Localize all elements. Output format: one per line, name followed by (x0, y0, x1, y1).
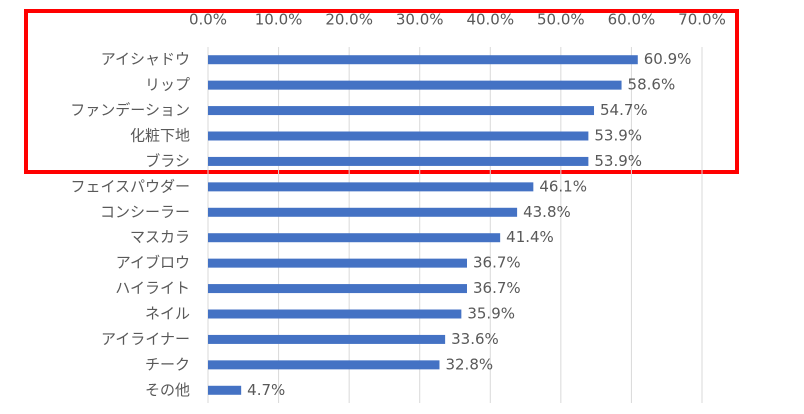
bar (208, 385, 242, 395)
data-label: 58.6% (628, 76, 676, 94)
x-tick-label: 10.0% (255, 11, 303, 29)
y-tick-label: チーク (145, 355, 190, 373)
data-label: 32.8% (445, 355, 493, 373)
y-tick-label: 化粧下地 (130, 127, 190, 145)
y-tick-label: フェイスパウダー (70, 177, 190, 195)
data-label: 46.1% (539, 177, 587, 195)
bar (208, 284, 467, 294)
y-tick-label: リップ (145, 76, 190, 94)
y-tick-label: アイライナー (101, 330, 190, 348)
bar (208, 131, 589, 141)
x-tick-label: 70.0% (678, 11, 726, 29)
data-label: 4.7% (247, 381, 285, 399)
bar (208, 258, 467, 268)
y-tick-label: コンシーラー (100, 203, 190, 221)
x-tick-label: 20.0% (325, 11, 373, 29)
highlight-box (24, 9, 739, 174)
data-label: 36.7% (473, 254, 521, 272)
bar (208, 156, 589, 166)
data-label: 53.9% (594, 152, 642, 170)
y-tick-label: ネイル (145, 305, 190, 323)
data-label: 54.7% (600, 101, 648, 119)
data-label: 33.6% (451, 330, 499, 348)
y-tick-label: アイシャドウ (101, 50, 190, 68)
x-tick-label: 30.0% (396, 11, 444, 29)
data-label: 36.7% (473, 279, 521, 297)
bar (208, 334, 446, 344)
y-tick-label: マスカラ (130, 228, 190, 246)
x-tick-label: 40.0% (466, 11, 514, 29)
data-label: 53.9% (594, 127, 642, 145)
data-label: 60.9% (644, 50, 692, 68)
data-label: 43.8% (523, 203, 571, 221)
y-tick-label: ブラシ (145, 152, 190, 170)
bar (208, 182, 534, 192)
bar (208, 207, 518, 217)
data-label: 41.4% (506, 228, 554, 246)
y-tick-label: ファンデーション (70, 101, 190, 119)
x-tick-label: 50.0% (537, 11, 585, 29)
bar (208, 55, 638, 65)
y-tick-label: その他 (145, 381, 190, 399)
bar (208, 106, 595, 116)
y-tick-label: アイブロウ (116, 254, 190, 272)
x-tick-label: 60.0% (608, 11, 656, 29)
bar (208, 233, 501, 243)
y-tick-label: ハイライト (115, 279, 190, 297)
bar (208, 309, 462, 319)
x-tick-label: 0.0% (189, 11, 227, 29)
bar (208, 360, 440, 370)
bar (208, 80, 622, 90)
data-label: 35.9% (467, 305, 515, 323)
